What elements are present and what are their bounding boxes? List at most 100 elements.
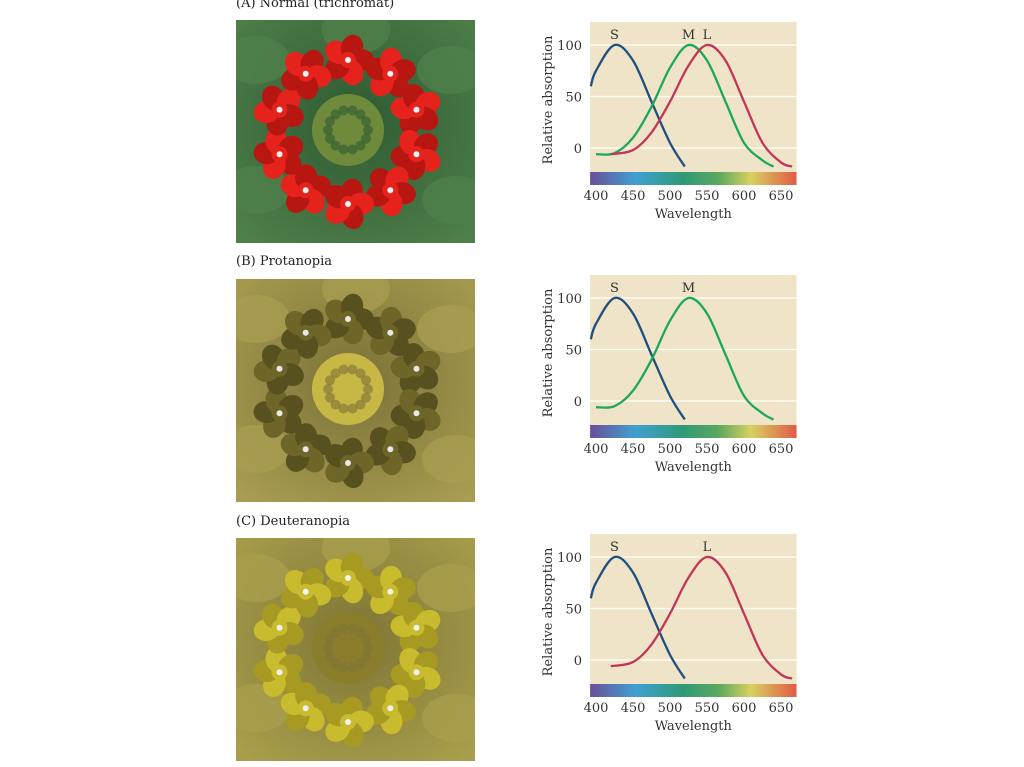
bud [330,109,341,120]
flower-center-cluster [312,353,384,425]
x-tick-label: 500 [658,442,683,457]
bud [361,133,372,144]
floret-eye [276,365,283,372]
floret-eye [345,460,351,466]
bud [363,643,373,653]
bud [330,399,341,410]
floret [280,423,332,473]
floret [390,343,441,394]
curve-label-s: S [610,28,619,43]
floret [365,306,416,357]
bud [361,375,372,386]
floret [365,684,416,735]
floret [365,425,416,476]
floret [253,646,304,697]
floret [325,34,374,86]
panel-label-c: (C) Deuteranopia [236,514,351,529]
floret-eye [276,106,283,113]
bud [355,399,366,410]
floret [253,344,304,395]
floret-eye [387,705,394,712]
floret [324,178,374,230]
y-axis-label: Relative absorption [541,547,556,676]
bud [355,627,366,638]
bud [330,627,341,638]
wavelength-spectrum-bar [590,425,797,438]
bud [361,634,372,645]
flower-center-cluster [312,94,384,166]
y-tick-label: 50 [566,344,583,359]
bud [347,662,358,673]
absorption-chart-normal: 0 50 100 400 450 500 550 600 650 Wavelength Relati… [541,22,797,222]
x-tick-label: 450 [621,701,646,716]
x-tick-label: 400 [584,189,609,204]
bud [338,144,349,155]
curve-label-m: M [682,28,695,43]
x-tick-label: 600 [732,189,757,204]
bud [361,651,372,662]
x-axis-label: Wavelength [655,207,733,222]
bud [361,392,372,403]
floret [390,84,441,135]
floret-eye [302,588,309,595]
x-tick-label: 600 [732,442,757,457]
floret-eye [413,410,420,417]
curve-s-cone [589,296,686,421]
leaf [417,564,475,612]
leaf [417,46,475,94]
curve-l-cone [610,43,793,168]
panel-label-b: (B) Protanopia [236,254,333,269]
y-tick-label: 50 [566,91,583,106]
bud [323,384,333,394]
floret [280,682,332,732]
floret-eye [413,669,420,676]
x-tick-label: 600 [732,701,757,716]
floret-eye [345,316,351,322]
wavelength-spectrum-bar [590,172,797,185]
bud [338,105,349,116]
floret [390,647,441,699]
floret-eye [387,329,394,336]
floret [281,49,332,100]
bud [355,140,366,151]
floret-eye [302,329,309,336]
bud [338,364,349,375]
floret [365,47,416,98]
bud [347,364,358,375]
floret [253,603,304,654]
panel-label-a: (A) Normal (trichromat) [236,0,395,11]
floret [390,388,441,440]
bud [324,133,335,144]
floret-eye [276,151,283,158]
floret [281,567,332,618]
bud [338,623,349,634]
flower-photo-protanopia [236,279,475,502]
floret [390,129,441,181]
bud [324,375,335,386]
bud [347,105,358,116]
bud [363,384,373,394]
y-tick-label: 100 [557,39,582,54]
floret-eye [302,705,309,712]
floret [253,85,304,136]
curve-label-m: M [682,281,695,296]
bud [330,140,341,151]
x-tick-label: 550 [695,189,720,204]
wavelength-spectrum-bar [590,684,797,697]
flower-photo-normal [236,20,475,243]
curve-m-cone [595,43,775,168]
leaf [422,176,475,224]
floret-eye [413,624,420,631]
floret [324,437,374,489]
petal [295,164,318,191]
bud [363,125,373,135]
floret [280,164,332,214]
y-axis-label: Relative absorption [541,288,556,417]
floret [324,696,374,748]
x-tick-label: 450 [621,189,646,204]
petal [295,682,318,709]
petal [295,423,318,450]
x-tick-label: 400 [584,442,609,457]
floret-eye [345,719,351,725]
leaf [422,435,475,483]
